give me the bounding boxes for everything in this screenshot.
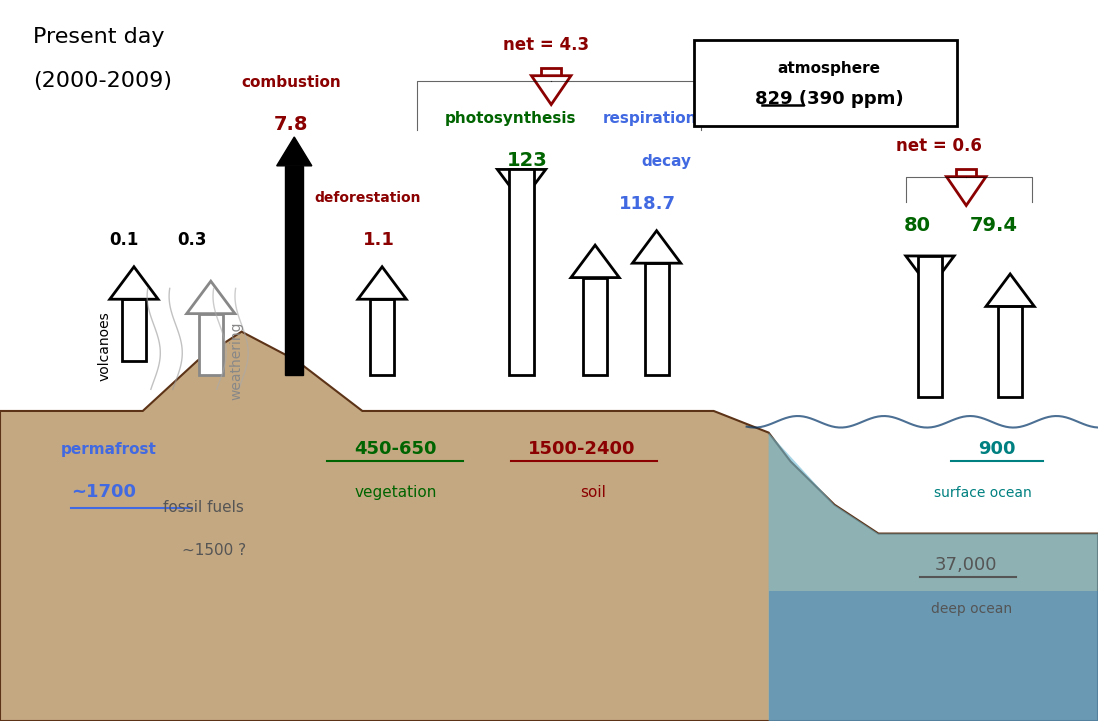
Text: photosynthesis: photosynthesis — [445, 110, 576, 125]
Text: deep ocean: deep ocean — [931, 602, 1012, 616]
Text: net = 4.3: net = 4.3 — [503, 37, 589, 55]
Text: deforestation: deforestation — [315, 191, 421, 205]
Polygon shape — [998, 306, 1022, 397]
Text: vegetation: vegetation — [354, 485, 437, 500]
Polygon shape — [497, 169, 546, 202]
Polygon shape — [645, 263, 669, 375]
Text: 118.7: 118.7 — [619, 195, 676, 213]
Polygon shape — [769, 591, 1098, 721]
Text: decay: decay — [641, 154, 692, 169]
Text: Present day: Present day — [33, 27, 165, 48]
Polygon shape — [199, 314, 223, 375]
Text: weathering: weathering — [229, 322, 243, 399]
Text: 123: 123 — [506, 151, 548, 170]
Text: 37,000: 37,000 — [935, 556, 997, 574]
Text: 450-650: 450-650 — [354, 441, 437, 459]
Polygon shape — [632, 231, 681, 263]
Polygon shape — [571, 245, 619, 278]
Polygon shape — [531, 76, 571, 105]
Text: volcanoes: volcanoes — [98, 311, 111, 381]
Polygon shape — [946, 177, 986, 205]
Polygon shape — [110, 267, 158, 299]
Text: 1.1: 1.1 — [362, 231, 395, 249]
Text: combustion: combustion — [242, 74, 340, 89]
Text: ~1500 ?: ~1500 ? — [182, 543, 246, 558]
Text: respiration,: respiration, — [603, 110, 704, 125]
Text: 1500-2400: 1500-2400 — [528, 441, 636, 459]
FancyBboxPatch shape — [694, 40, 957, 126]
Polygon shape — [370, 299, 394, 375]
Text: ~1700: ~1700 — [71, 484, 136, 502]
Text: surface ocean: surface ocean — [933, 487, 1032, 500]
Polygon shape — [285, 166, 303, 375]
Polygon shape — [187, 281, 235, 314]
Text: net = 0.6: net = 0.6 — [896, 138, 982, 156]
Polygon shape — [541, 68, 561, 76]
Text: 829 (390 ppm): 829 (390 ppm) — [754, 91, 904, 108]
Text: 7.8: 7.8 — [273, 115, 309, 134]
Polygon shape — [509, 169, 534, 375]
Text: 80: 80 — [904, 216, 930, 235]
Polygon shape — [358, 267, 406, 299]
Text: atmosphere: atmosphere — [777, 61, 881, 76]
Text: 0.3: 0.3 — [178, 231, 206, 249]
Polygon shape — [0, 332, 1098, 721]
Polygon shape — [906, 256, 954, 288]
Text: 900: 900 — [978, 441, 1016, 459]
Polygon shape — [583, 278, 607, 375]
Polygon shape — [122, 299, 146, 360]
Text: fossil fuels: fossil fuels — [163, 500, 244, 515]
Text: permafrost: permafrost — [60, 442, 156, 457]
Polygon shape — [277, 137, 312, 166]
Text: soil: soil — [580, 485, 606, 500]
Text: 79.4: 79.4 — [970, 216, 1018, 235]
Text: (2000-2009): (2000-2009) — [33, 71, 172, 91]
Polygon shape — [986, 274, 1034, 306]
Text: 0.1: 0.1 — [110, 231, 138, 249]
Polygon shape — [956, 169, 976, 177]
Polygon shape — [918, 256, 942, 397]
Polygon shape — [769, 433, 1098, 721]
